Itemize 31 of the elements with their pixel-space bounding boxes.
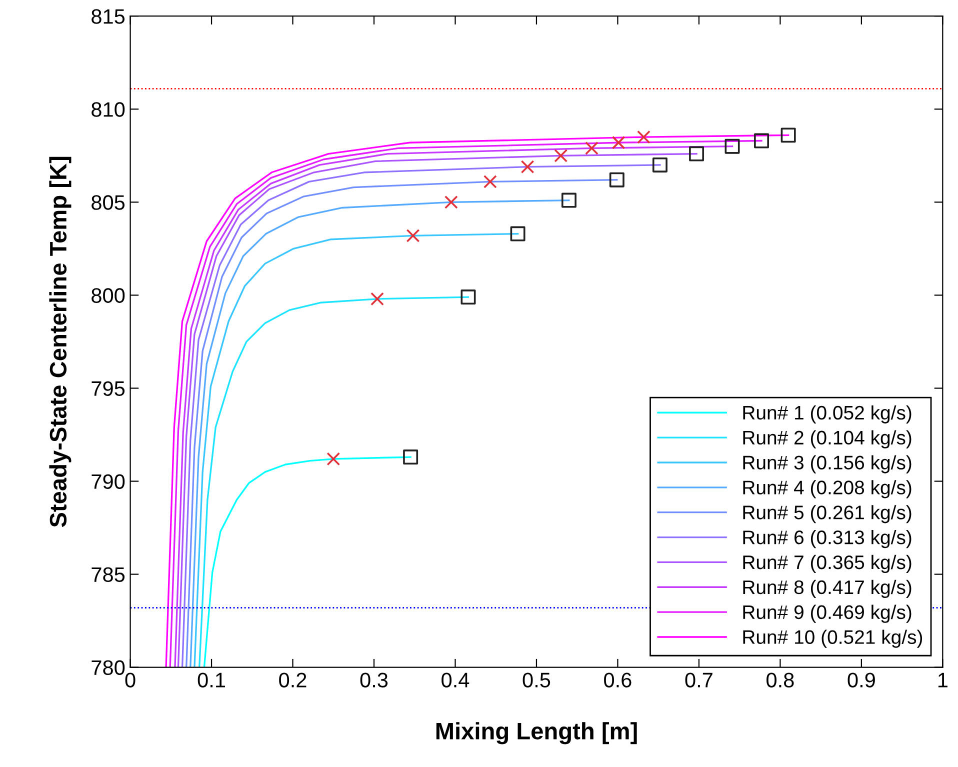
legend-label: Run# 4 (0.208 kg/s) [743, 480, 912, 498]
legend-label: Run# 9 (0.469 kg/s) [743, 604, 912, 623]
x-tick-label: 0.9 [848, 672, 875, 688]
y-tick-label: 790 [92, 474, 125, 489]
y-tick-label: 795 [92, 381, 125, 396]
y-tick-label: 800 [92, 288, 125, 303]
y-tick-label: 780 [92, 660, 125, 676]
legend-label: Run# 8 (0.417 kg/s) [743, 580, 912, 598]
y-tick-label: 815 [92, 9, 125, 24]
x-tick-label: 0.2 [279, 672, 306, 688]
x-axis-title: Mixing Length [m] [436, 722, 637, 744]
x-tick-label: 0.1 [198, 672, 225, 688]
y-tick-label: 785 [92, 567, 125, 582]
x-tick-label: 0.8 [766, 672, 794, 688]
legend-label: Run# 3 (0.156 kg/s) [743, 455, 912, 474]
x-tick-label: 1 [938, 672, 948, 688]
x-tick-label: 0.7 [685, 672, 712, 688]
legend-label: Run# 5 (0.261 kg/s) [743, 505, 912, 524]
legend-label: Run# 10 (0.521 kg/s) [743, 630, 922, 648]
y-axis-title: Steady-State Centerline Temp [K] [49, 156, 72, 528]
x-tick-label: 0.4 [442, 672, 470, 688]
y-tick-label: 810 [92, 102, 125, 117]
x-tick-label: 0.3 [360, 672, 388, 688]
x-tick-label: 0 [125, 672, 136, 688]
legend-label: Run# 2 (0.104 kg/s) [743, 430, 912, 448]
legend-label: Run# 1 (0.052 kg/s) [743, 405, 912, 424]
x-tick-label: 0.5 [522, 672, 550, 688]
x-tick-label: 0.6 [604, 672, 632, 688]
legend-label: Run# 6 (0.313 kg/s) [743, 530, 912, 548]
legend-label: Run# 7 (0.365 kg/s) [743, 554, 912, 574]
y-tick-label: 805 [92, 195, 125, 210]
